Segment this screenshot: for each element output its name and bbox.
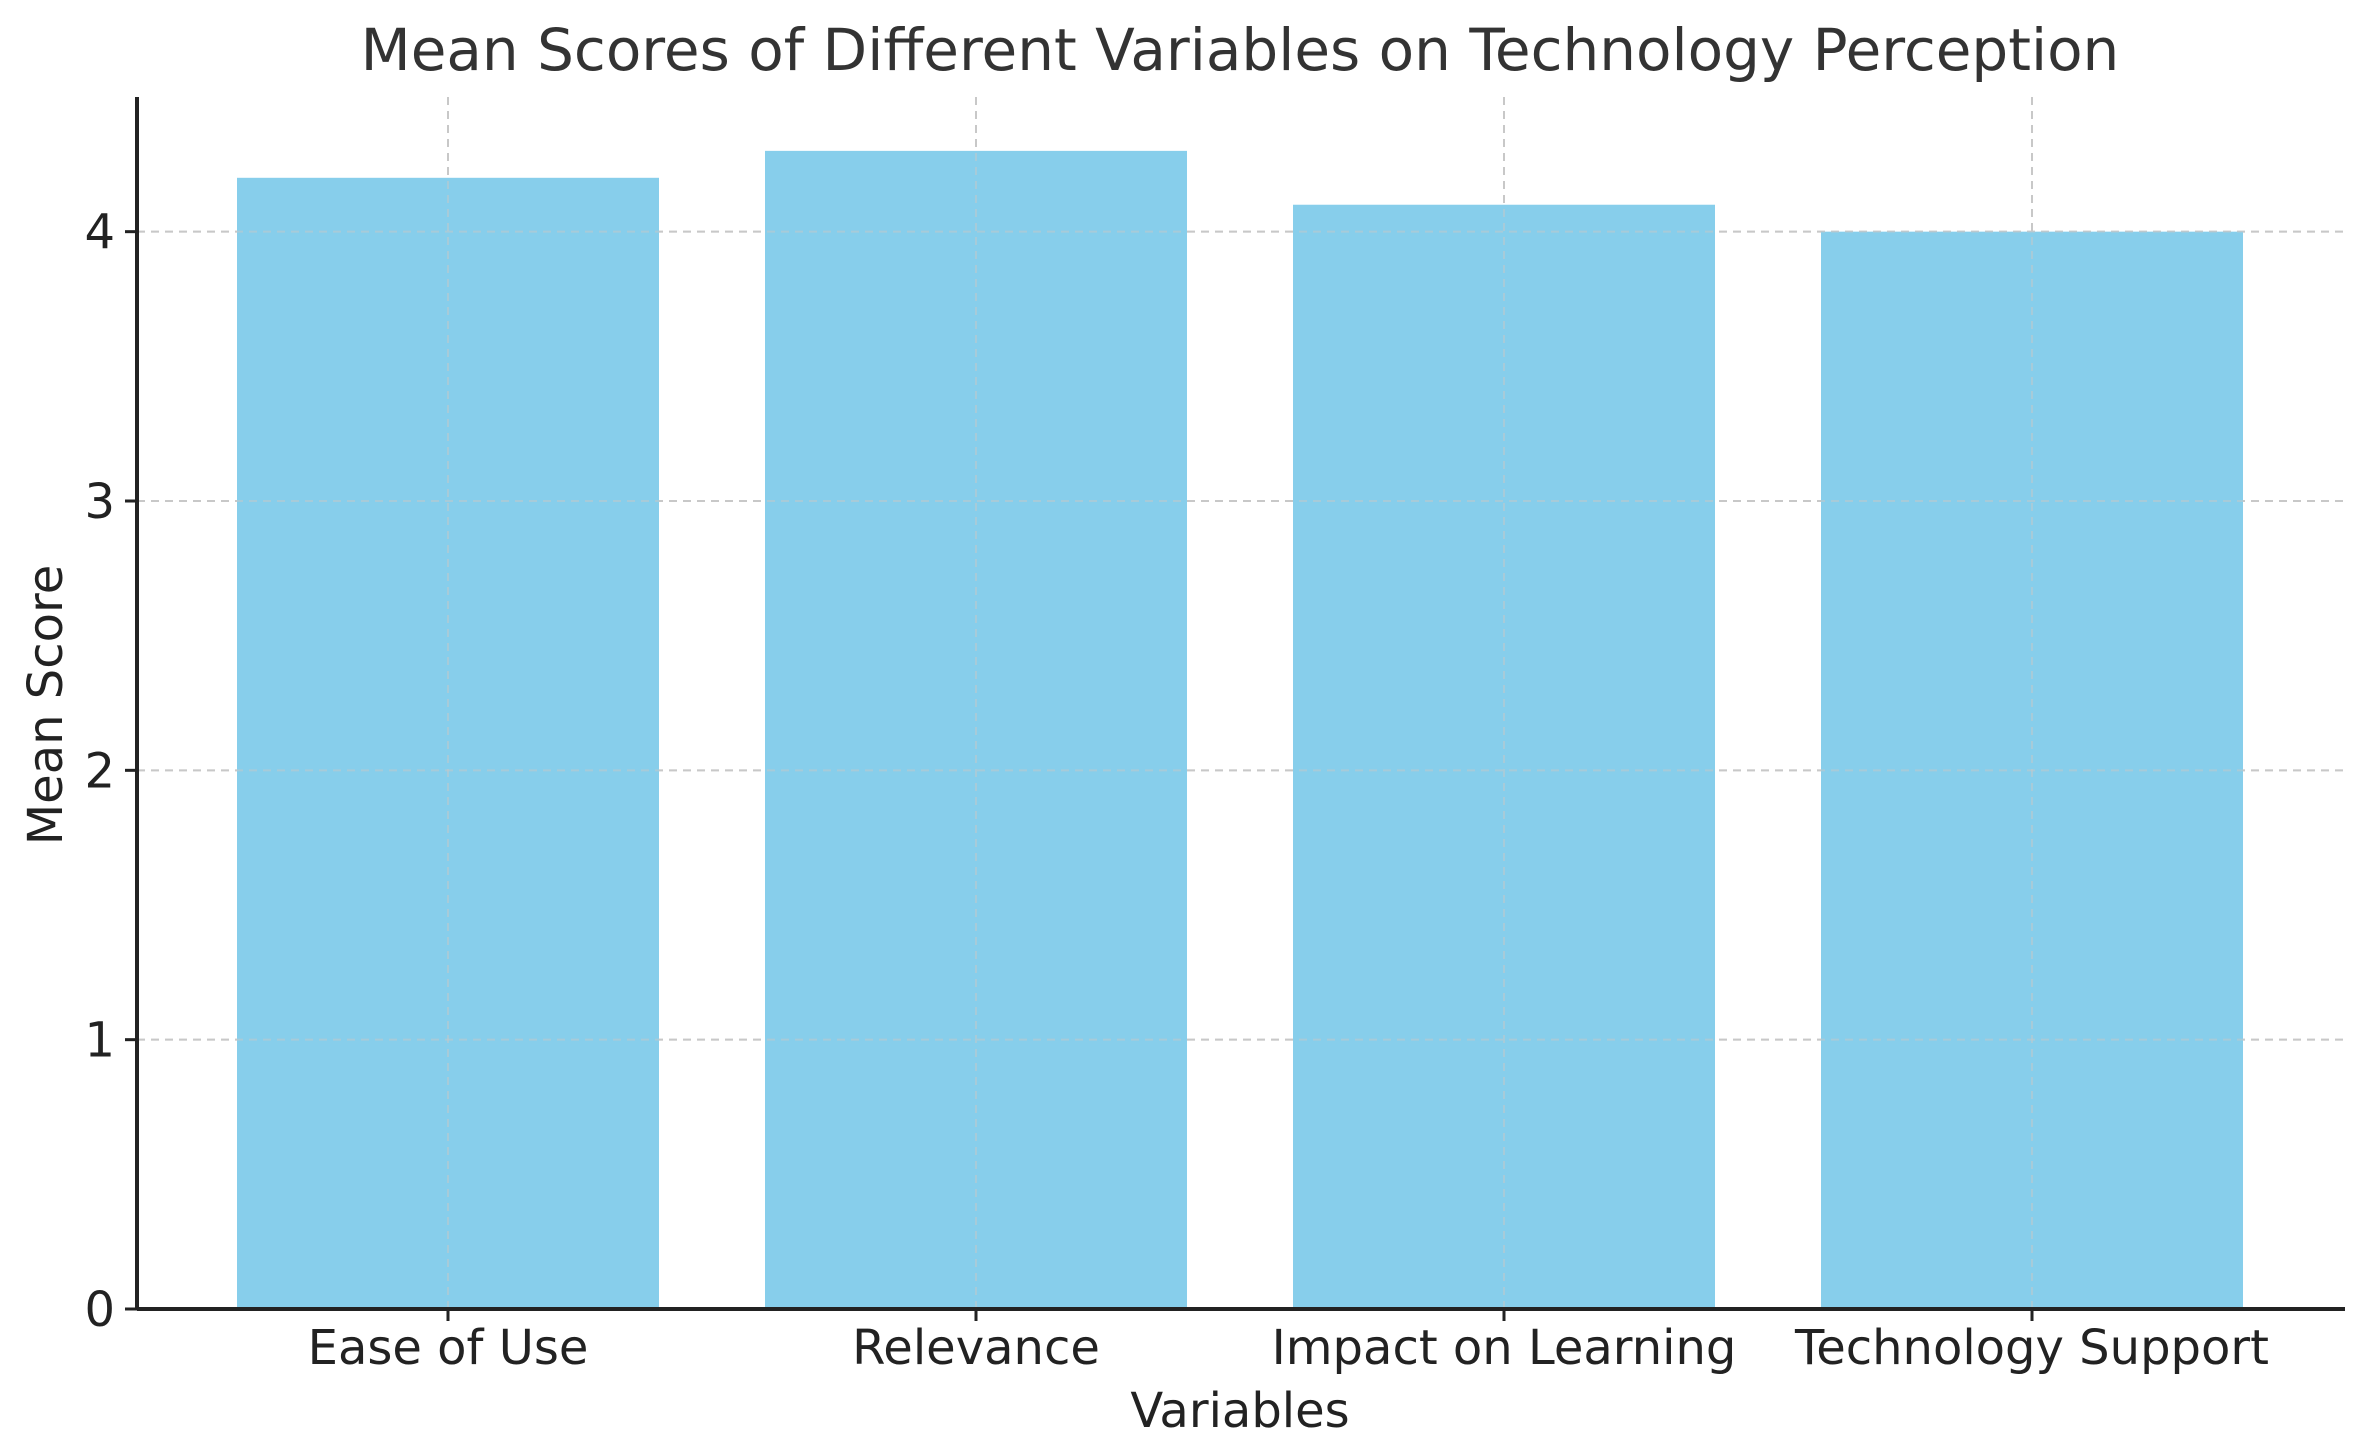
y-tick-label: 0	[84, 1282, 115, 1338]
tick-labels: 0 1 2 3 4 Ease of Use Relevance Impact on Learn…	[84, 205, 2268, 1376]
y-tick-label: 1	[84, 1013, 115, 1069]
axes	[125, 97, 2345, 1321]
bars	[137, 97, 2345, 1310]
x-tick-label: Technology Support	[1794, 1320, 2269, 1376]
y-tick-label: 4	[84, 205, 115, 261]
y-tick-label: 2	[84, 743, 115, 799]
x-tick-label: Ease of Use	[308, 1320, 589, 1376]
y-axis-label: Mean Score	[18, 565, 74, 845]
chart-title: Mean Scores of Different Variables on Te…	[361, 16, 2120, 84]
x-tick-label: Impact on Learning	[1272, 1320, 1737, 1376]
x-tick-label: Relevance	[852, 1320, 1100, 1376]
y-tick-label: 3	[84, 474, 115, 530]
x-axis-label: Variables	[1130, 1383, 1349, 1439]
